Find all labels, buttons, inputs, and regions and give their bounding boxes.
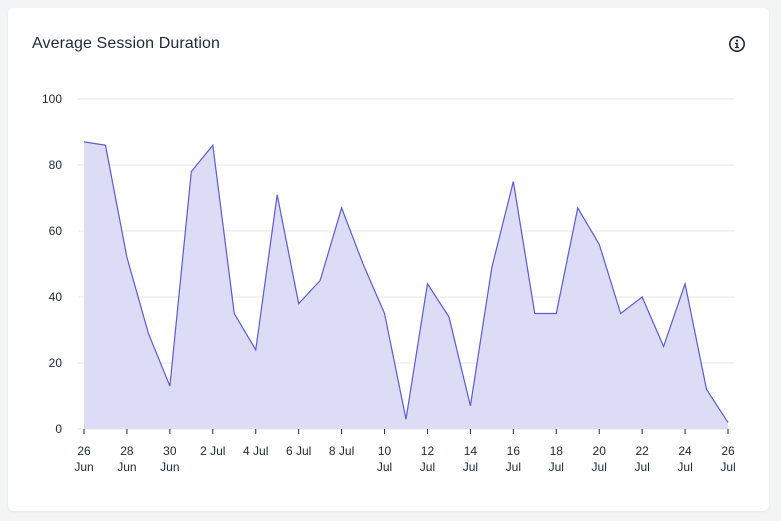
y-tick-label: 40 [49, 290, 63, 304]
x-tick-label: 12 Jul [420, 444, 435, 474]
x-tick-label: 4 Jul [243, 444, 268, 458]
y-tick-label: 60 [49, 224, 63, 238]
card-title: Average Session Duration [32, 35, 220, 52]
x-tick-label: 24 Jul [677, 444, 692, 474]
series-line [83, 141, 729, 423]
x-tick-label: 26 Jun [74, 444, 93, 474]
series-area [84, 141, 728, 429]
y-tick-label: 100 [42, 92, 62, 106]
x-tick-label: 18 Jul [549, 444, 564, 474]
x-tick-label: 8 Jul [329, 444, 354, 458]
info-icon[interactable] [728, 35, 746, 53]
x-tick-label: 2 Jul [200, 444, 225, 458]
y-tick-label: 80 [49, 158, 63, 172]
y-tick-label: 20 [49, 356, 63, 370]
x-tick-label: 10 Jul [377, 444, 392, 474]
x-tick-label: 28 Jun [117, 444, 136, 474]
x-tick-label: 16 Jul [506, 444, 521, 474]
x-tick-label: 30 Jun [160, 444, 179, 474]
x-tick-label: 26 Jul [720, 444, 735, 474]
x-tick-label: 20 Jul [592, 444, 607, 474]
y-tick-label: 0 [55, 422, 62, 436]
x-tick-label: 6 Jul [286, 444, 311, 458]
x-tick-label: 14 Jul [463, 444, 478, 474]
x-tick-label: 22 Jul [634, 444, 649, 474]
